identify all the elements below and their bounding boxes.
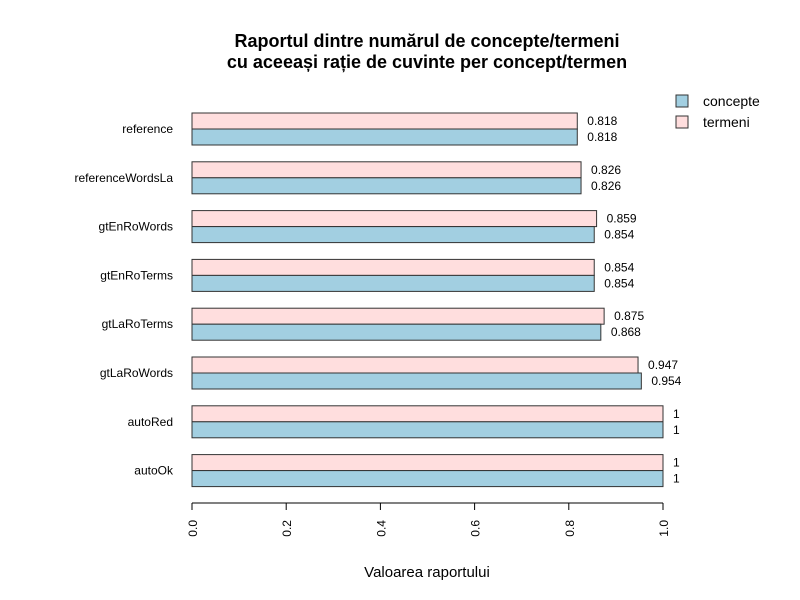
x-tick-label-1.0: 1.0 <box>657 520 671 537</box>
bar-concepte-autoOk <box>191 470 664 488</box>
value-label-termeni-reference: 0.818 <box>587 114 617 128</box>
bar-concepte-gtEnRoTerms <box>191 274 595 292</box>
category-label-gtEnRoTerms: gtEnRoTerms <box>100 268 173 282</box>
x-tick-label-0.4: 0.4 <box>374 520 388 537</box>
category-label-autoRed: autoRed <box>128 415 173 429</box>
chart-title: Raportul dintre numărul de concepte/term… <box>227 31 627 72</box>
value-label-termeni-autoOk: 1 <box>673 456 680 470</box>
bar-termeni-gtEnRoWords <box>191 210 598 228</box>
bar-concepte-referenceWordsLa <box>191 177 582 195</box>
x-axis-title: Valoarea raportului <box>364 564 490 581</box>
value-label-termeni-gtLaRoTerms: 0.875 <box>614 309 644 323</box>
bar-concepte-gtLaRoTerms <box>191 323 602 341</box>
category-label-gtLaRoTerms: gtLaRoTerms <box>102 317 173 331</box>
value-label-concepte-autoRed: 1 <box>673 423 680 437</box>
bar-termeni-gtLaRoWords <box>191 356 639 374</box>
bar-concepte-reference <box>191 128 578 146</box>
chart-title-line-1: Raportul dintre numărul de concepte/term… <box>234 31 619 51</box>
value-label-concepte-gtEnRoTerms: 0.854 <box>604 276 634 290</box>
value-label-termeni-referenceWordsLa: 0.826 <box>591 163 621 177</box>
bar-termeni-gtLaRoTerms <box>191 307 605 325</box>
value-label-concepte-reference: 0.818 <box>587 130 617 144</box>
category-label-autoOk: autoOk <box>134 464 174 478</box>
category-labels: reference referenceWordsLa gtEnRoWords gtEn… <box>75 122 174 478</box>
value-label-termeni-gtEnRoWords: 0.859 <box>607 212 637 226</box>
chart-title-line-2: cu aceeași rație de cuvinte per concept/… <box>227 52 627 72</box>
value-labels: 0.818 0.818 0.826 0.826 0.859 0.854 0.854 0.854… <box>587 114 681 486</box>
bar-termeni-autoOk <box>191 454 664 472</box>
value-label-concepte-referenceWordsLa: 0.826 <box>591 179 621 193</box>
value-label-termeni-autoRed: 1 <box>673 407 680 421</box>
bar-termeni-autoRed <box>191 405 664 423</box>
value-label-termeni-gtEnRoTerms: 0.854 <box>604 260 634 274</box>
value-label-termeni-gtLaRoWords: 0.947 <box>648 358 678 372</box>
bars-group <box>191 112 664 488</box>
value-label-concepte-autoOk: 1 <box>673 472 680 486</box>
bar-concepte-gtLaRoWords <box>191 372 642 390</box>
x-tick-label-0.6: 0.6 <box>469 520 483 537</box>
x-tick-label-0.8: 0.8 <box>563 520 577 537</box>
value-label-concepte-gtLaRoTerms: 0.868 <box>611 325 641 339</box>
bar-termeni-gtEnRoTerms <box>191 258 595 276</box>
x-tick-label-0.0: 0.0 <box>186 520 200 537</box>
legend-swatch-concepte <box>675 94 689 108</box>
bar-concepte-gtEnRoWords <box>191 226 595 244</box>
category-label-gtEnRoWords: gtEnRoWords <box>99 220 173 234</box>
x-tick-label-0.2: 0.2 <box>280 520 294 537</box>
value-label-concepte-gtEnRoWords: 0.854 <box>604 228 634 242</box>
bar-concepte-autoRed <box>191 421 664 439</box>
legend-label-concepte: concepte <box>703 93 760 109</box>
category-label-referenceWordsLa: referenceWordsLa <box>75 171 174 185</box>
legend: concepte termeni <box>675 93 760 130</box>
category-label-gtLaRoWords: gtLaRoWords <box>100 366 173 380</box>
bar-termeni-referenceWordsLa <box>191 161 582 179</box>
x-axis: 0.0 0.2 0.4 0.6 0.8 1.0 <box>186 502 671 537</box>
legend-swatch-termeni <box>675 115 689 129</box>
category-label-reference: reference <box>122 122 173 136</box>
value-label-concepte-gtLaRoWords: 0.954 <box>651 374 681 388</box>
bar-termeni-reference <box>191 112 578 130</box>
legend-label-termeni: termeni <box>703 114 750 130</box>
